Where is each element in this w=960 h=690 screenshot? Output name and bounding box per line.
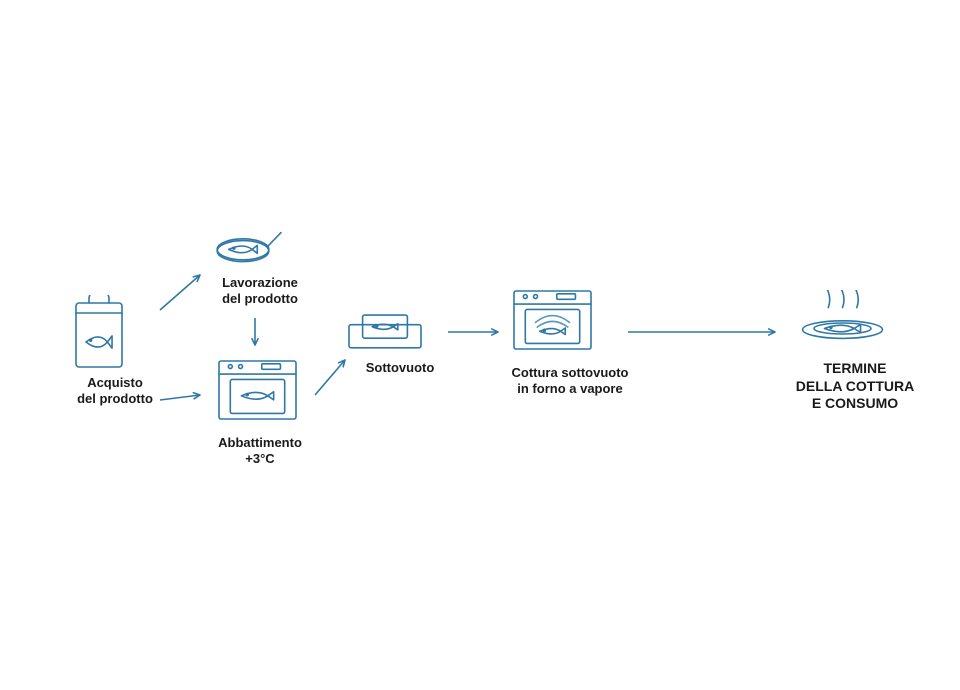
abbattimento-icon <box>215 355 300 423</box>
arrow-a4 <box>307 352 353 408</box>
termine-icon <box>795 290 890 345</box>
arrow-a6 <box>620 324 783 345</box>
node-sottovuoto <box>345 310 425 352</box>
node-acquisto <box>70 295 128 373</box>
sottovuoto-icon <box>345 310 425 352</box>
label-termine: TERMINE DELLA COTTURA E CONSUMO <box>770 360 940 413</box>
arrow-a3 <box>247 310 263 358</box>
label-cottura: Cottura sottovuoto in forno a vapore <box>490 365 650 398</box>
acquisto-icon <box>70 295 128 373</box>
label-abbattimento: Abbattimento +3°C <box>195 435 325 468</box>
arrow-a2 <box>152 387 208 413</box>
node-abbattimento <box>215 355 300 423</box>
arrow-a5 <box>440 324 506 345</box>
node-lavorazione <box>215 225 283 267</box>
node-termine <box>795 290 890 345</box>
label-lavorazione: Lavorazione del prodotto <box>195 275 325 308</box>
label-sottovuoto: Sottovuoto <box>345 360 455 376</box>
cottura-icon <box>510 285 595 353</box>
node-cottura <box>510 285 595 353</box>
lavorazione-icon <box>215 225 283 267</box>
arrow-a1 <box>152 267 208 323</box>
